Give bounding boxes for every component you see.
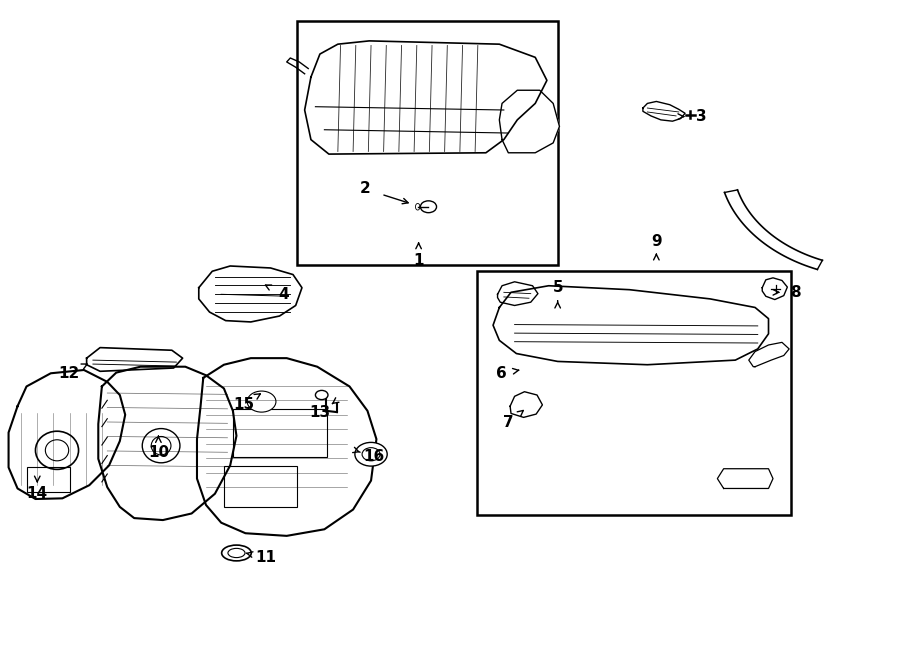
Text: 1: 1	[413, 253, 424, 268]
Polygon shape	[717, 469, 773, 488]
Ellipse shape	[142, 428, 180, 463]
Ellipse shape	[151, 436, 171, 455]
Text: 13: 13	[310, 405, 330, 420]
Polygon shape	[498, 282, 538, 305]
Polygon shape	[762, 278, 788, 299]
Text: 5: 5	[553, 280, 563, 295]
Polygon shape	[197, 358, 376, 536]
Text: 6: 6	[496, 366, 507, 381]
Text: 12: 12	[58, 366, 79, 381]
Polygon shape	[86, 348, 183, 371]
Circle shape	[248, 391, 276, 412]
Polygon shape	[749, 342, 789, 367]
Text: 15: 15	[233, 397, 254, 412]
Polygon shape	[199, 266, 302, 322]
Bar	[224, 466, 298, 507]
Text: 16: 16	[363, 449, 384, 465]
Bar	[26, 467, 69, 492]
Polygon shape	[9, 370, 125, 499]
Polygon shape	[98, 367, 237, 520]
Ellipse shape	[35, 431, 78, 469]
Circle shape	[362, 447, 380, 461]
Polygon shape	[510, 392, 543, 417]
Text: 4: 4	[279, 287, 289, 302]
Polygon shape	[500, 91, 560, 153]
Ellipse shape	[228, 549, 245, 558]
Text: 14: 14	[27, 486, 48, 501]
Circle shape	[315, 391, 328, 400]
Bar	[477, 271, 791, 515]
Bar	[298, 21, 558, 264]
Polygon shape	[724, 190, 823, 270]
Polygon shape	[493, 286, 769, 365]
Polygon shape	[643, 101, 685, 121]
Circle shape	[355, 442, 387, 466]
Text: 11: 11	[256, 550, 276, 565]
Text: 7: 7	[503, 415, 514, 430]
Text: 3: 3	[696, 109, 706, 124]
Text: 2: 2	[359, 182, 370, 196]
Text: 10: 10	[148, 445, 169, 460]
Ellipse shape	[221, 545, 251, 561]
Text: 8: 8	[790, 285, 801, 300]
Text: 9: 9	[651, 234, 661, 249]
Bar	[233, 409, 327, 457]
Polygon shape	[304, 41, 547, 154]
Ellipse shape	[45, 440, 68, 461]
